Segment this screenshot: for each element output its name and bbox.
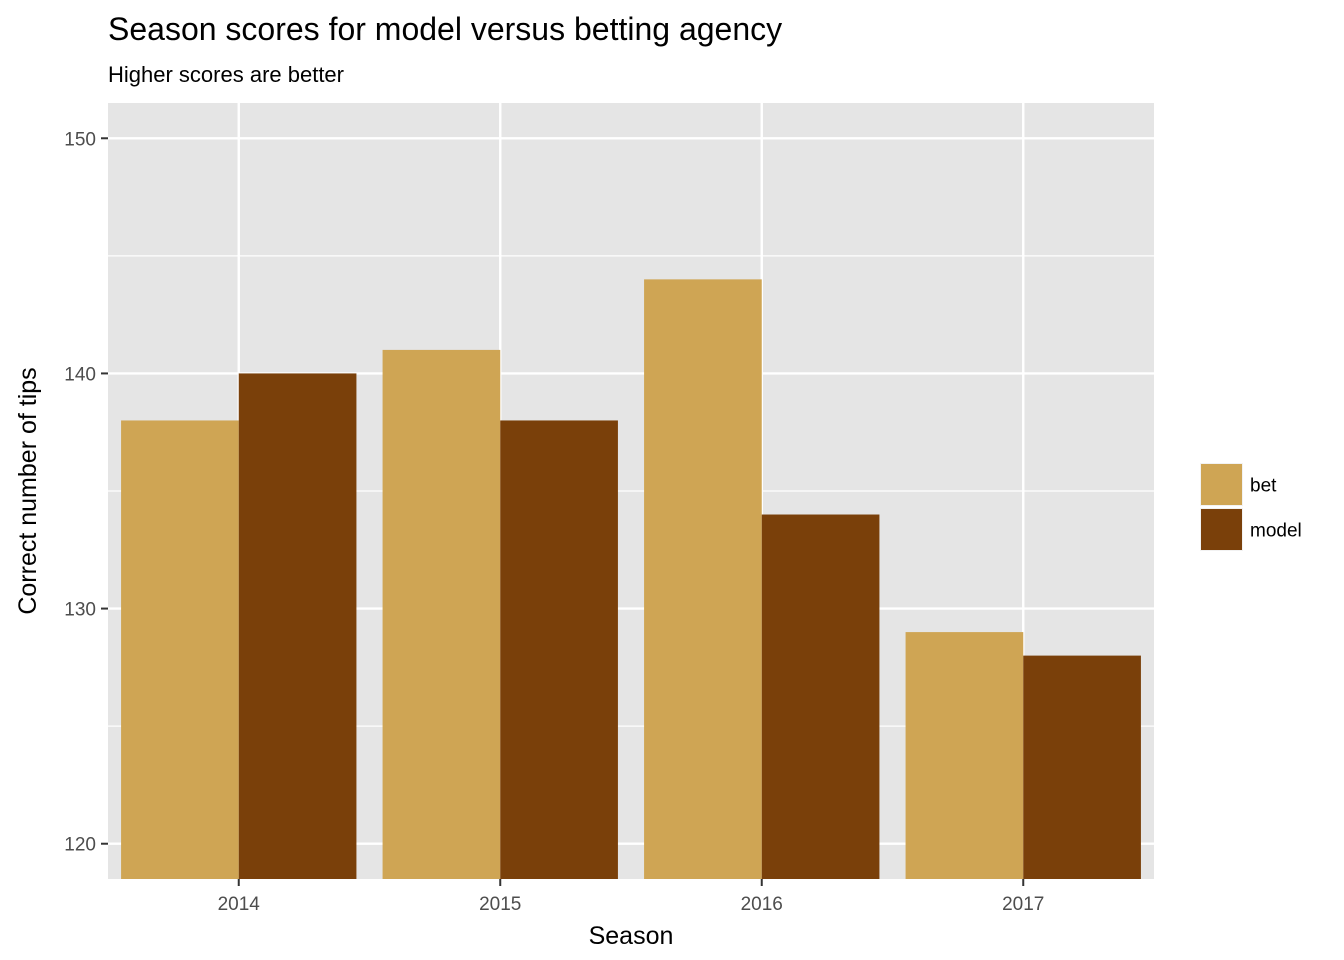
chart-subtitle: Higher scores are better bbox=[108, 62, 344, 87]
x-tick-label: 2014 bbox=[218, 894, 261, 915]
legend: bet model bbox=[1200, 463, 1302, 551]
x-axis-title: Season bbox=[589, 922, 674, 950]
y-axis: 120 130 140 150 bbox=[64, 129, 108, 856]
bar-model-2016 bbox=[761, 514, 880, 879]
bar-model-2017 bbox=[1023, 655, 1141, 879]
bar-bet-2015 bbox=[382, 349, 501, 880]
bar-bet-2016 bbox=[644, 279, 762, 879]
y-tick-label: 150 bbox=[64, 129, 96, 150]
x-axis: 2014 2015 2016 2017 bbox=[218, 879, 1044, 915]
bar-bet-2014 bbox=[121, 420, 239, 879]
legend-label-bet: bet bbox=[1250, 476, 1277, 497]
y-axis-title: Correct number of tips bbox=[14, 367, 42, 614]
y-tick-label: 140 bbox=[64, 364, 96, 385]
bar-model-2014 bbox=[238, 373, 357, 879]
legend-label-model: model bbox=[1250, 521, 1302, 542]
chart-title: Season scores for model versus betting a… bbox=[108, 11, 782, 47]
bars bbox=[121, 279, 1141, 880]
x-tick-label: 2015 bbox=[479, 894, 521, 915]
bar-model-2015 bbox=[500, 420, 618, 879]
y-tick-label: 130 bbox=[64, 600, 96, 621]
legend-swatch-bet bbox=[1201, 464, 1242, 505]
y-tick-label: 120 bbox=[64, 835, 96, 856]
x-tick-label: 2016 bbox=[741, 894, 783, 915]
x-tick-label: 2017 bbox=[1002, 894, 1044, 915]
bar-bet-2017 bbox=[905, 632, 1024, 879]
legend-swatch-model bbox=[1201, 509, 1242, 550]
